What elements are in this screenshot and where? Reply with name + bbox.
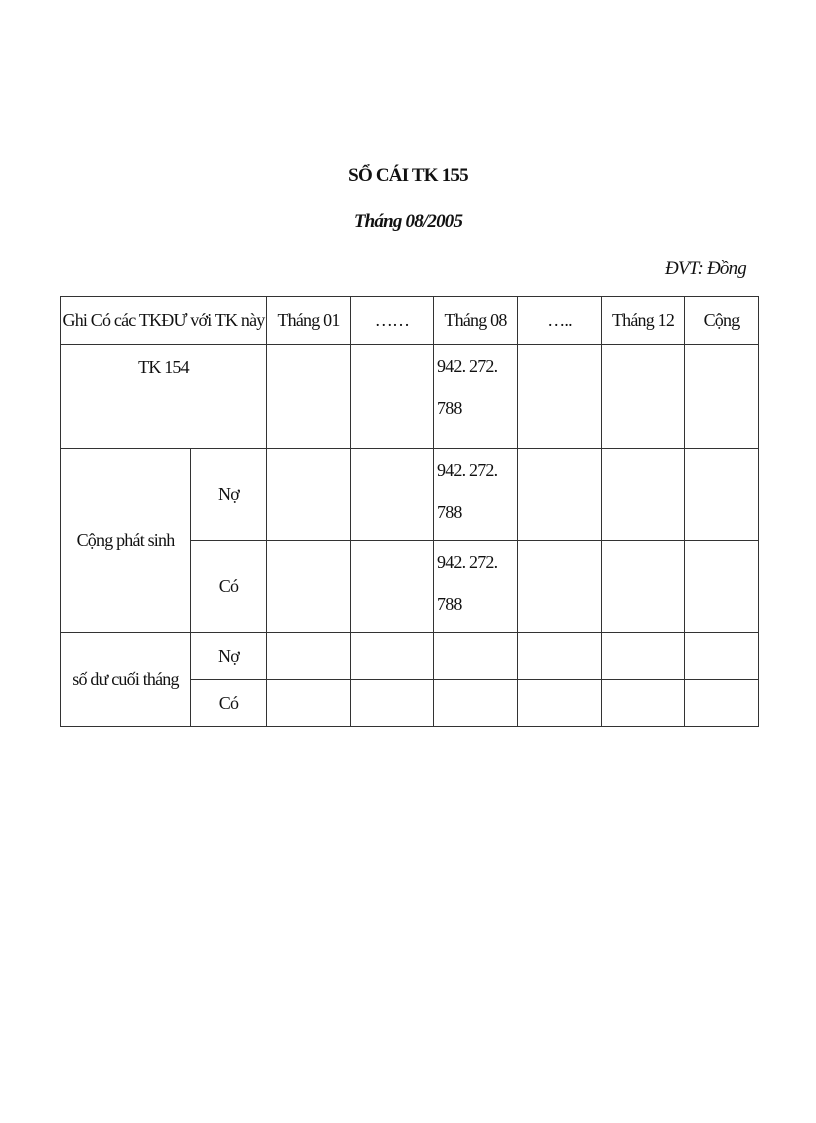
sub-label-no: Nợ	[190, 632, 267, 680]
cell-value: 942. 272. 788	[433, 448, 518, 541]
cell-value: 942. 272. 788	[433, 540, 518, 633]
row-label-tk154: TK 154	[60, 344, 267, 449]
header-month-08: Tháng 08	[433, 296, 518, 345]
sub-label-no: Nợ	[190, 448, 267, 541]
row-label-so-du: số dư cuối tháng	[60, 632, 191, 727]
sub-label-co: Có	[190, 540, 267, 633]
sub-label-co: Có	[190, 679, 267, 727]
page-subtitle: Tháng 08/2005	[353, 211, 463, 232]
row-label-cong-phat-sinh: Cộng phát sinh	[60, 448, 191, 633]
table-row: Có 942. 272. 788	[61, 540, 759, 633]
header-account: Ghi Có các TKĐƯ với TK này	[60, 296, 267, 345]
header-month-01: Tháng 01	[266, 296, 351, 345]
header-row: Ghi Có các TKĐƯ với TK này Tháng 01 …… T…	[60, 296, 759, 345]
unit-label: ĐVT: Đồng	[665, 258, 747, 279]
header-ellipsis-2: …..	[517, 296, 602, 345]
cell-value: 942. 272. 788	[433, 344, 518, 449]
table-row: Cộng phát sinh Nợ 942. 272. 788	[60, 448, 759, 633]
ledger-table: Ghi Có các TKĐƯ với TK này Tháng 01 …… T…	[60, 296, 759, 727]
page-title: SỔ CÁI TK 155	[348, 165, 468, 186]
table-row: TK 154 942. 272. 788	[60, 344, 759, 449]
table-row: số dư cuối tháng Nợ	[60, 632, 759, 727]
header-ellipsis-1: ……	[350, 296, 434, 345]
header-total: Cộng	[684, 296, 759, 345]
table-row: Có	[61, 679, 759, 727]
header-month-12: Tháng 12	[601, 296, 685, 345]
